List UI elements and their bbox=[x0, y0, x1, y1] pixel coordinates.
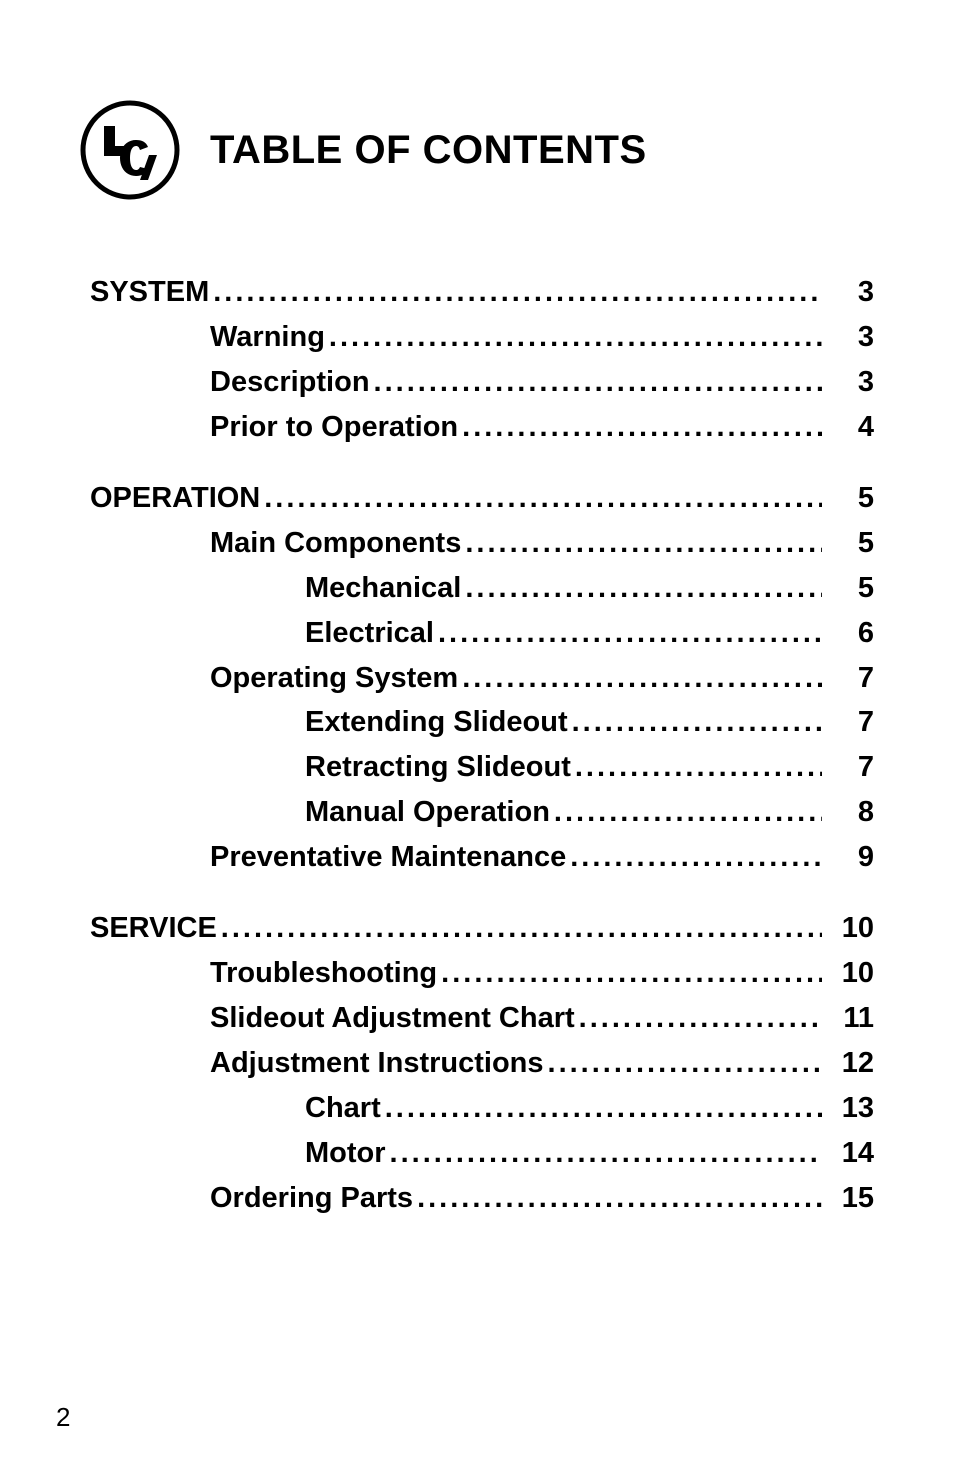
toc-row: Electrical..............................… bbox=[90, 611, 874, 656]
toc-label: Troubleshooting bbox=[210, 951, 437, 996]
toc-leader-dots: ........................................… bbox=[374, 360, 822, 405]
toc-page-number: 10 bbox=[826, 906, 874, 951]
toc-label: Ordering Parts bbox=[210, 1176, 413, 1221]
toc-row: OPERATION...............................… bbox=[90, 476, 874, 521]
toc-leader-dots: ........................................… bbox=[438, 611, 822, 656]
toc-label: Description bbox=[210, 360, 370, 405]
toc-leader-dots: ........................................… bbox=[329, 315, 822, 360]
toc-page-number: 9 bbox=[826, 835, 874, 880]
toc-row: Prior to Operation......................… bbox=[90, 405, 874, 450]
toc-leader-dots: ........................................… bbox=[264, 476, 822, 521]
toc-label: Preventative Maintenance bbox=[210, 835, 566, 880]
toc-row: Extending Slideout .....................… bbox=[90, 700, 874, 745]
toc-row: Chart...................................… bbox=[90, 1086, 874, 1131]
toc-leader-dots: ........................................… bbox=[441, 951, 822, 996]
toc-row: SYSTEM..................................… bbox=[90, 270, 874, 315]
toc-row: Slideout Adjustment Chart...............… bbox=[90, 996, 874, 1041]
toc-label: Motor bbox=[305, 1131, 386, 1176]
toc-row: Motor...................................… bbox=[90, 1131, 874, 1176]
toc-label: Mechanical bbox=[305, 566, 461, 611]
toc-page-number: 12 bbox=[826, 1041, 874, 1086]
toc-label: Prior to Operation bbox=[210, 405, 458, 450]
header: TABLE OF CONTENTS bbox=[80, 100, 874, 200]
toc-leader-dots: ........................................… bbox=[579, 996, 822, 1041]
toc-leader-dots: ........................................… bbox=[462, 656, 822, 701]
toc-row: Mechanical..............................… bbox=[90, 566, 874, 611]
section-gap bbox=[90, 880, 874, 906]
toc-page-number: 6 bbox=[826, 611, 874, 656]
toc-label: Retracting Slideout bbox=[305, 745, 571, 790]
toc-page-number: 5 bbox=[826, 566, 874, 611]
toc-label: Adjustment Instructions bbox=[210, 1041, 544, 1086]
logo-icon bbox=[80, 100, 180, 200]
toc-leader-dots: ........................................… bbox=[417, 1176, 822, 1221]
toc-label: Chart bbox=[305, 1086, 381, 1131]
toc-row: Main Components.........................… bbox=[90, 521, 874, 566]
toc-page-number: 14 bbox=[826, 1131, 874, 1176]
toc-row: Description.............................… bbox=[90, 360, 874, 405]
table-of-contents: SYSTEM..................................… bbox=[80, 270, 874, 1221]
toc-page-number: 4 bbox=[826, 405, 874, 450]
toc-label: SERVICE bbox=[90, 906, 217, 951]
toc-leader-dots: ........................................… bbox=[572, 700, 822, 745]
toc-row: Retracting Slideout ....................… bbox=[90, 745, 874, 790]
toc-label: Main Components bbox=[210, 521, 461, 566]
page-number: 2 bbox=[56, 1402, 70, 1433]
toc-page-number: 13 bbox=[826, 1086, 874, 1131]
toc-label: Slideout Adjustment Chart bbox=[210, 996, 575, 1041]
toc-label: Warning bbox=[210, 315, 325, 360]
toc-row: Troubleshooting.........................… bbox=[90, 951, 874, 996]
toc-label: Manual Operation bbox=[305, 790, 550, 835]
toc-leader-dots: ........................................… bbox=[221, 906, 822, 951]
toc-leader-dots: ........................................… bbox=[575, 745, 822, 790]
toc-row: Ordering Parts..........................… bbox=[90, 1176, 874, 1221]
toc-page-number: 5 bbox=[826, 476, 874, 521]
toc-page-number: 5 bbox=[826, 521, 874, 566]
toc-page-number: 3 bbox=[826, 270, 874, 315]
toc-row: Warning.................................… bbox=[90, 315, 874, 360]
toc-leader-dots: ........................................… bbox=[548, 1041, 822, 1086]
toc-page-number: 3 bbox=[826, 315, 874, 360]
toc-page-number: 11 bbox=[826, 996, 874, 1041]
toc-leader-dots: ........................................… bbox=[390, 1131, 822, 1176]
toc-row: SERVICE.................................… bbox=[90, 906, 874, 951]
section-gap bbox=[90, 450, 874, 476]
toc-leader-dots: ........................................… bbox=[462, 405, 822, 450]
toc-page-number: 7 bbox=[826, 700, 874, 745]
toc-leader-dots: ........................................… bbox=[570, 835, 822, 880]
toc-label: SYSTEM bbox=[90, 270, 209, 315]
toc-page-number: 15 bbox=[826, 1176, 874, 1221]
toc-page-number: 8 bbox=[826, 790, 874, 835]
toc-page-number: 10 bbox=[826, 951, 874, 996]
toc-label: Electrical bbox=[305, 611, 434, 656]
toc-page-number: 7 bbox=[826, 745, 874, 790]
toc-leader-dots: ........................................… bbox=[213, 270, 822, 315]
toc-row: Operating System........................… bbox=[90, 656, 874, 701]
toc-page-number: 7 bbox=[826, 656, 874, 701]
toc-row: Adjustment Instructions.................… bbox=[90, 1041, 874, 1086]
toc-leader-dots: ........................................… bbox=[465, 521, 822, 566]
page-title: TABLE OF CONTENTS bbox=[210, 128, 647, 173]
toc-leader-dots: ........................................… bbox=[385, 1086, 822, 1131]
toc-page-number: 3 bbox=[826, 360, 874, 405]
toc-label: Operating System bbox=[210, 656, 458, 701]
toc-row: Preventative Maintenance................… bbox=[90, 835, 874, 880]
toc-leader-dots: ........................................… bbox=[465, 566, 822, 611]
toc-label: Extending Slideout bbox=[305, 700, 568, 745]
toc-leader-dots: ........................................… bbox=[554, 790, 822, 835]
toc-row: Manual Operation........................… bbox=[90, 790, 874, 835]
toc-label: OPERATION bbox=[90, 476, 260, 521]
